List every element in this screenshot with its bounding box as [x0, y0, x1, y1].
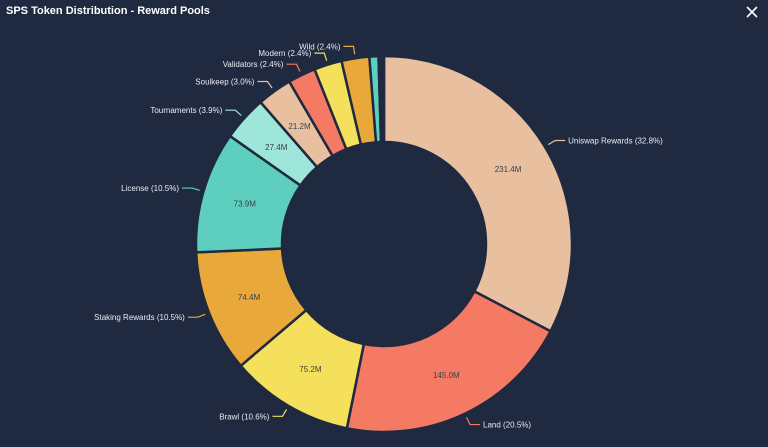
window-title: SPS Token Distribution - Reward Pools: [6, 5, 210, 17]
value-label-land: 145.0M: [433, 371, 460, 380]
slice-label-staking-rewards: Staking Rewards (10.5%): [94, 313, 185, 322]
slice-land[interactable]: [345, 289, 553, 434]
leader-line-tournaments: [225, 109, 242, 116]
slice-label-tournaments: Tournaments (3.9%): [150, 106, 222, 115]
leader-line-license: [181, 187, 200, 191]
title-bar: SPS Token Distribution - Reward Pools: [0, 0, 768, 24]
slice-label-validators: Validators (2.4%): [223, 60, 284, 69]
leader-line-uniswap-rewards: [547, 139, 566, 146]
slice-label-modern: Modern (2.4%): [258, 49, 311, 58]
close-button[interactable]: [744, 4, 760, 20]
value-label-uniswap-rewards: 231.4M: [495, 165, 522, 174]
slice-label-brawl: Brawl (10.6%): [219, 412, 270, 421]
value-label-tournaments: 27.4M: [265, 143, 288, 152]
leader-line-staking-rewards: [187, 313, 206, 318]
leader-line-modern: [314, 52, 328, 61]
leader-line-land: [466, 417, 481, 426]
leader-line-soulkeep: [257, 80, 273, 89]
value-label-license: 73.9M: [234, 199, 257, 208]
slice-slice-13[interactable]: [381, 54, 386, 144]
value-label-staking-rewards: 74.4M: [238, 293, 261, 302]
slice-label-land: Land (20.5%): [483, 421, 531, 430]
leader-line-wild: [343, 45, 356, 55]
close-icon: [746, 6, 758, 18]
slice-label-soulkeep: Soulkeep (3.0%): [195, 77, 254, 86]
leader-line-brawl: [272, 409, 288, 417]
slice-label-wild: Wild (2.4%): [299, 42, 341, 51]
slice-uniswap-rewards[interactable]: [382, 54, 574, 333]
slice-label-license: License (10.5%): [121, 184, 179, 193]
value-label-brawl: 75.2M: [299, 365, 322, 374]
slice-label-uniswap-rewards: Uniswap Rewards (32.8%): [568, 136, 663, 145]
value-label-soulkeep: 21.2M: [288, 122, 311, 131]
leader-line-validators: [286, 63, 301, 72]
